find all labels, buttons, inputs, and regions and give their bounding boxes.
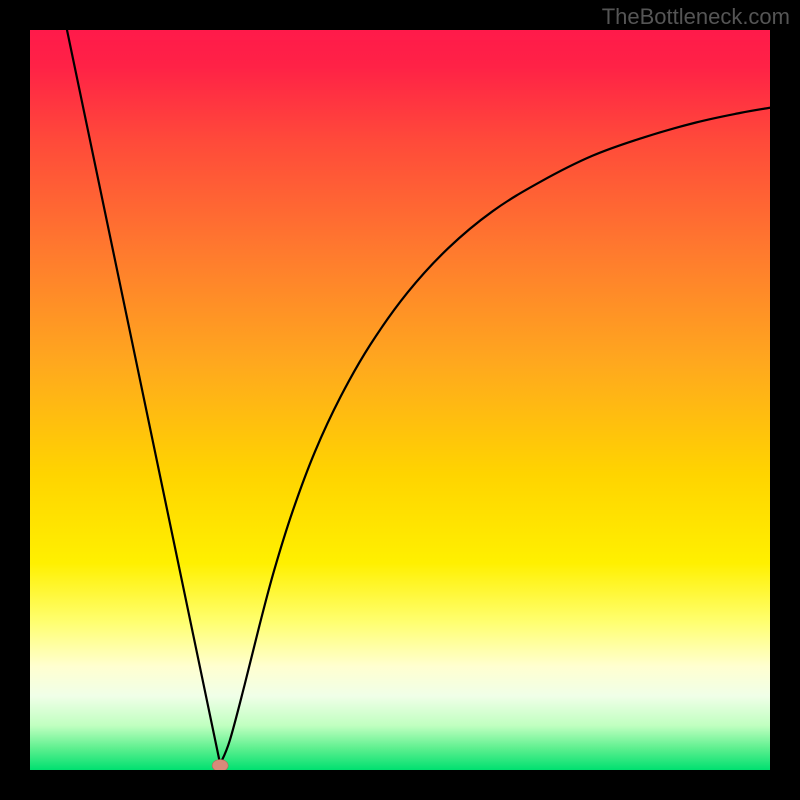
plot-area [30, 30, 770, 770]
chart-svg [30, 30, 770, 770]
chart-container: TheBottleneck.com [0, 0, 800, 800]
plot-background [30, 30, 770, 770]
watermark-text: TheBottleneck.com [602, 4, 790, 30]
min-marker [212, 760, 228, 770]
